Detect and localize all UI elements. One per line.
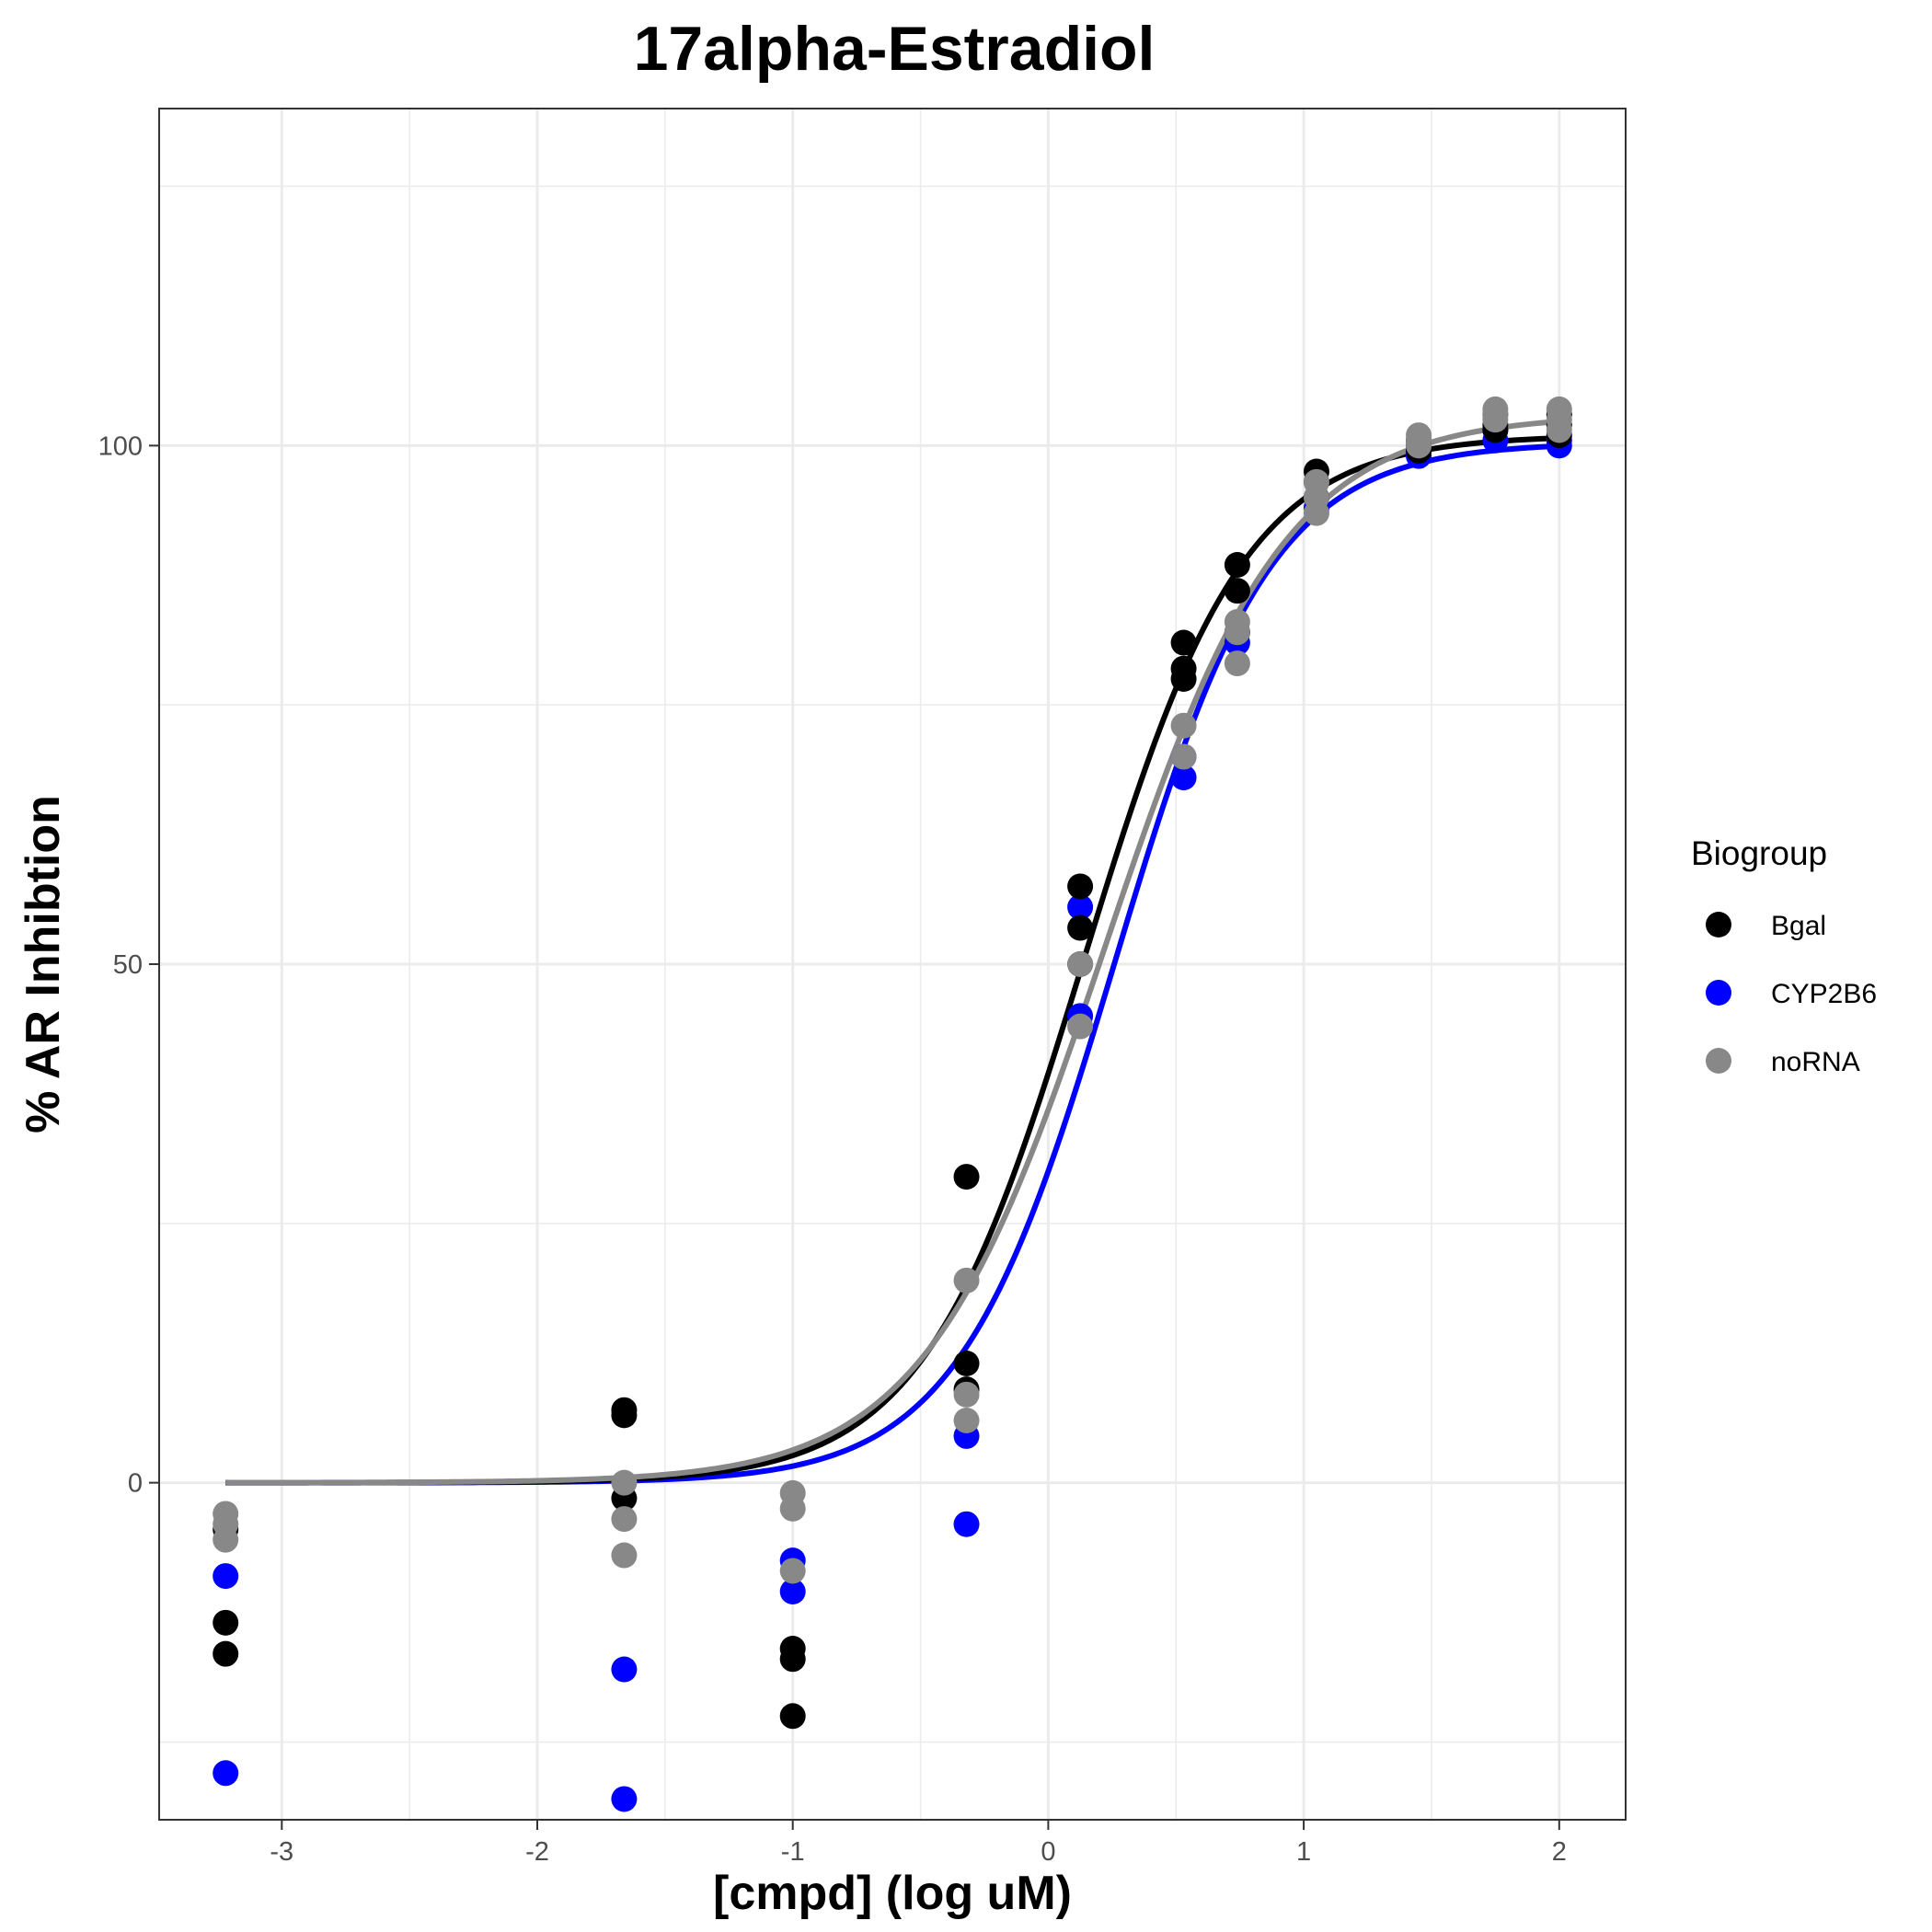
x-tick-label: 2	[1552, 1837, 1567, 1867]
x-tick-label: -1	[781, 1837, 805, 1867]
point-bgal	[1224, 578, 1250, 604]
point-bgal	[953, 1351, 980, 1376]
x-tick-label: -3	[270, 1837, 293, 1867]
point-bgal	[1224, 552, 1250, 578]
point-bgal	[1067, 914, 1094, 941]
legend-key-cyp2b6	[1706, 980, 1731, 1006]
point-norna	[953, 1381, 980, 1408]
point-norna	[779, 1495, 806, 1522]
point-cyp2b6	[611, 1786, 638, 1812]
point-bgal	[1067, 873, 1094, 900]
point-norna	[1067, 1013, 1094, 1040]
x-axis-ticks: -3 -2 -1 0 1 2	[270, 1820, 1567, 1867]
point-norna	[1482, 407, 1509, 433]
x-tick-label: 1	[1296, 1837, 1311, 1867]
legend-label-cyp2b6: CYP2B6	[1771, 979, 1877, 1009]
legend-key-bgal	[1706, 912, 1731, 937]
point-norna	[1303, 500, 1329, 526]
point-bgal	[779, 1703, 806, 1730]
point-norna	[1224, 650, 1250, 677]
legend: Biogroup Bgal CYP2B6 noRNA	[1691, 834, 1877, 1077]
data-points	[213, 396, 1572, 1812]
point-norna	[953, 1267, 980, 1294]
legend-label-norna: noRNA	[1771, 1047, 1860, 1077]
point-norna	[611, 1506, 638, 1533]
point-norna	[1406, 432, 1432, 459]
y-axis-title: % AR Inhibtion	[17, 795, 70, 1133]
fit-curves	[225, 419, 1560, 1486]
point-bgal	[1170, 629, 1197, 656]
point-cyp2b6	[953, 1511, 980, 1537]
legend-key-norna	[1706, 1048, 1731, 1074]
point-bgal	[213, 1609, 239, 1636]
point-norna	[953, 1408, 980, 1433]
point-bgal	[1170, 666, 1197, 692]
point-bgal	[611, 1402, 638, 1429]
point-cyp2b6	[779, 1579, 806, 1604]
y-tick-label: 0	[128, 1469, 143, 1499]
point-norna	[779, 1558, 806, 1584]
point-bgal	[779, 1646, 806, 1673]
x-axis-title: [cmpd] (log uM)	[713, 1867, 1072, 1920]
major-gridlines	[159, 109, 1626, 1820]
legend-title: Biogroup	[1691, 834, 1827, 872]
point-norna	[1170, 712, 1197, 739]
y-tick-label: 100	[98, 431, 143, 461]
point-bgal	[953, 1164, 980, 1190]
chart-title: 17alpha-Estradiol	[634, 14, 1156, 84]
y-tick-label: 50	[113, 950, 143, 980]
point-cyp2b6	[213, 1563, 239, 1590]
point-norna	[611, 1542, 638, 1569]
y-axis-ticks: 0 50 100	[98, 431, 159, 1499]
point-bgal	[213, 1640, 239, 1667]
fit-curve-norna	[225, 419, 1560, 1486]
point-cyp2b6	[1170, 765, 1197, 791]
legend-items: Bgal CYP2B6 noRNA	[1706, 911, 1877, 1077]
point-norna	[213, 1526, 239, 1553]
legend-label-bgal: Bgal	[1771, 911, 1826, 941]
point-norna	[611, 1469, 638, 1496]
point-cyp2b6	[1067, 894, 1094, 920]
x-tick-label: 0	[1041, 1837, 1055, 1867]
point-cyp2b6	[213, 1760, 239, 1787]
point-norna	[1170, 743, 1197, 770]
point-norna	[1067, 951, 1094, 977]
point-norna	[1224, 619, 1250, 646]
point-norna	[1546, 417, 1572, 443]
x-tick-label: -2	[525, 1837, 549, 1867]
point-cyp2b6	[611, 1656, 638, 1683]
